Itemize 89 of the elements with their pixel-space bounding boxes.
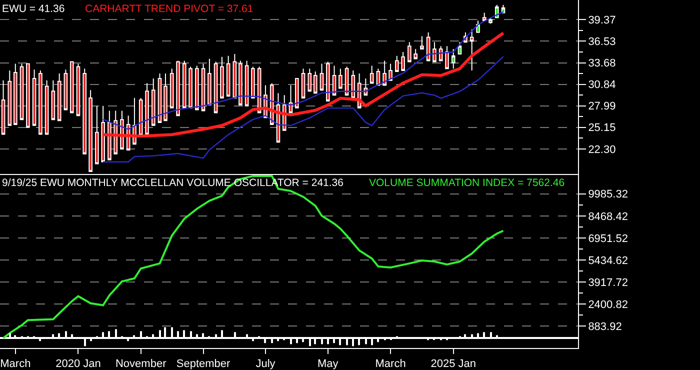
candlestick xyxy=(288,84,293,114)
y-tick-label: 6951.52 xyxy=(588,232,628,245)
candlestick xyxy=(57,73,62,122)
line-series xyxy=(102,11,504,130)
candlestick xyxy=(414,48,418,60)
y-tick-label: 27.99 xyxy=(588,100,616,113)
candlestick xyxy=(101,105,105,162)
candlestick xyxy=(38,70,42,135)
text: CARHARTT TREND PIVOT = 37.61 xyxy=(85,3,254,15)
y-tick-label: 2400.82 xyxy=(588,298,628,311)
candlestick xyxy=(220,56,224,98)
y-tick-label: 39.37 xyxy=(588,14,616,26)
candlestick xyxy=(420,36,424,50)
candlestick xyxy=(51,80,56,120)
candlestick xyxy=(251,66,255,98)
candlestick xyxy=(388,63,392,81)
candlestick xyxy=(445,46,449,70)
candlestick xyxy=(232,53,237,98)
x-tick-label: March xyxy=(0,358,31,370)
candlestick xyxy=(488,17,492,24)
candlestick xyxy=(164,73,168,122)
y-tick-label: 8468.42 xyxy=(588,210,628,223)
candlestick xyxy=(326,61,330,102)
candlestick xyxy=(95,105,99,164)
candlestick xyxy=(208,58,212,106)
candlestick xyxy=(76,63,80,116)
candlestick xyxy=(1,80,6,135)
candlestick xyxy=(320,63,324,91)
x-tick-label: September xyxy=(176,358,231,370)
candlestick xyxy=(108,110,112,160)
candlestick xyxy=(394,55,399,72)
y-tick-label: 36.53 xyxy=(588,36,616,48)
x-tick-label: 2020 Jan xyxy=(56,358,101,370)
candlestick xyxy=(151,78,156,126)
candlestick xyxy=(195,65,199,110)
candlestick xyxy=(26,63,30,128)
candlestick xyxy=(82,68,86,154)
y-tick-label: 883.92 xyxy=(588,320,622,333)
candlestick xyxy=(308,68,312,92)
x-tick-label: May xyxy=(318,358,339,370)
candlestick xyxy=(226,55,230,97)
line-series xyxy=(102,56,504,162)
y-tick-label: 3917.72 xyxy=(588,276,628,289)
candlestick xyxy=(338,68,342,89)
candlestick xyxy=(158,73,162,124)
candlestick xyxy=(13,63,18,125)
candlestick xyxy=(188,66,192,108)
candlestick xyxy=(295,78,299,108)
text: EWU = 41.36 xyxy=(2,3,65,15)
line-series xyxy=(102,32,505,138)
candlestick xyxy=(332,65,336,96)
candlestick xyxy=(238,60,242,106)
y-tick-label: 22.30 xyxy=(588,144,616,156)
candlestick xyxy=(401,51,405,72)
candlestick xyxy=(470,28,474,72)
candlestick xyxy=(64,69,68,110)
candlestick xyxy=(88,90,92,172)
candlestick xyxy=(70,61,74,114)
candlestick xyxy=(32,69,36,126)
candlestick xyxy=(370,65,374,84)
candlestick xyxy=(8,70,12,126)
y-tick-label: 9985.32 xyxy=(588,188,628,201)
candlestick xyxy=(382,60,386,86)
candlestick xyxy=(20,63,24,120)
x-tick-label: July xyxy=(256,358,276,370)
y-tick-label: 25.15 xyxy=(588,122,616,134)
candlestick xyxy=(145,82,149,135)
candlestick xyxy=(482,12,486,22)
candlestick xyxy=(170,68,174,108)
candlestick xyxy=(432,42,436,62)
candlestick xyxy=(114,110,118,154)
candlestick xyxy=(313,71,318,94)
candlestick xyxy=(176,60,180,116)
candlestick xyxy=(44,80,49,135)
candlestick xyxy=(182,60,186,108)
candlestick xyxy=(301,68,306,98)
candlestick xyxy=(438,46,443,62)
y-tick-label: 5434.62 xyxy=(588,254,628,267)
candlestick xyxy=(138,97,143,136)
text: VOLUME SUMMATION INDEX = 7562.46 xyxy=(369,177,565,189)
candlestick xyxy=(244,60,249,106)
y-tick-label: 33.68 xyxy=(588,58,616,70)
x-tick-label: 2025 Jan xyxy=(430,358,476,370)
candlestick xyxy=(408,42,412,62)
candlestick xyxy=(201,63,206,112)
candlestick xyxy=(451,48,456,70)
x-tick-label: March xyxy=(375,358,406,370)
y-tick-label: 30.84 xyxy=(588,79,616,92)
x-tick-label: November xyxy=(115,358,167,370)
